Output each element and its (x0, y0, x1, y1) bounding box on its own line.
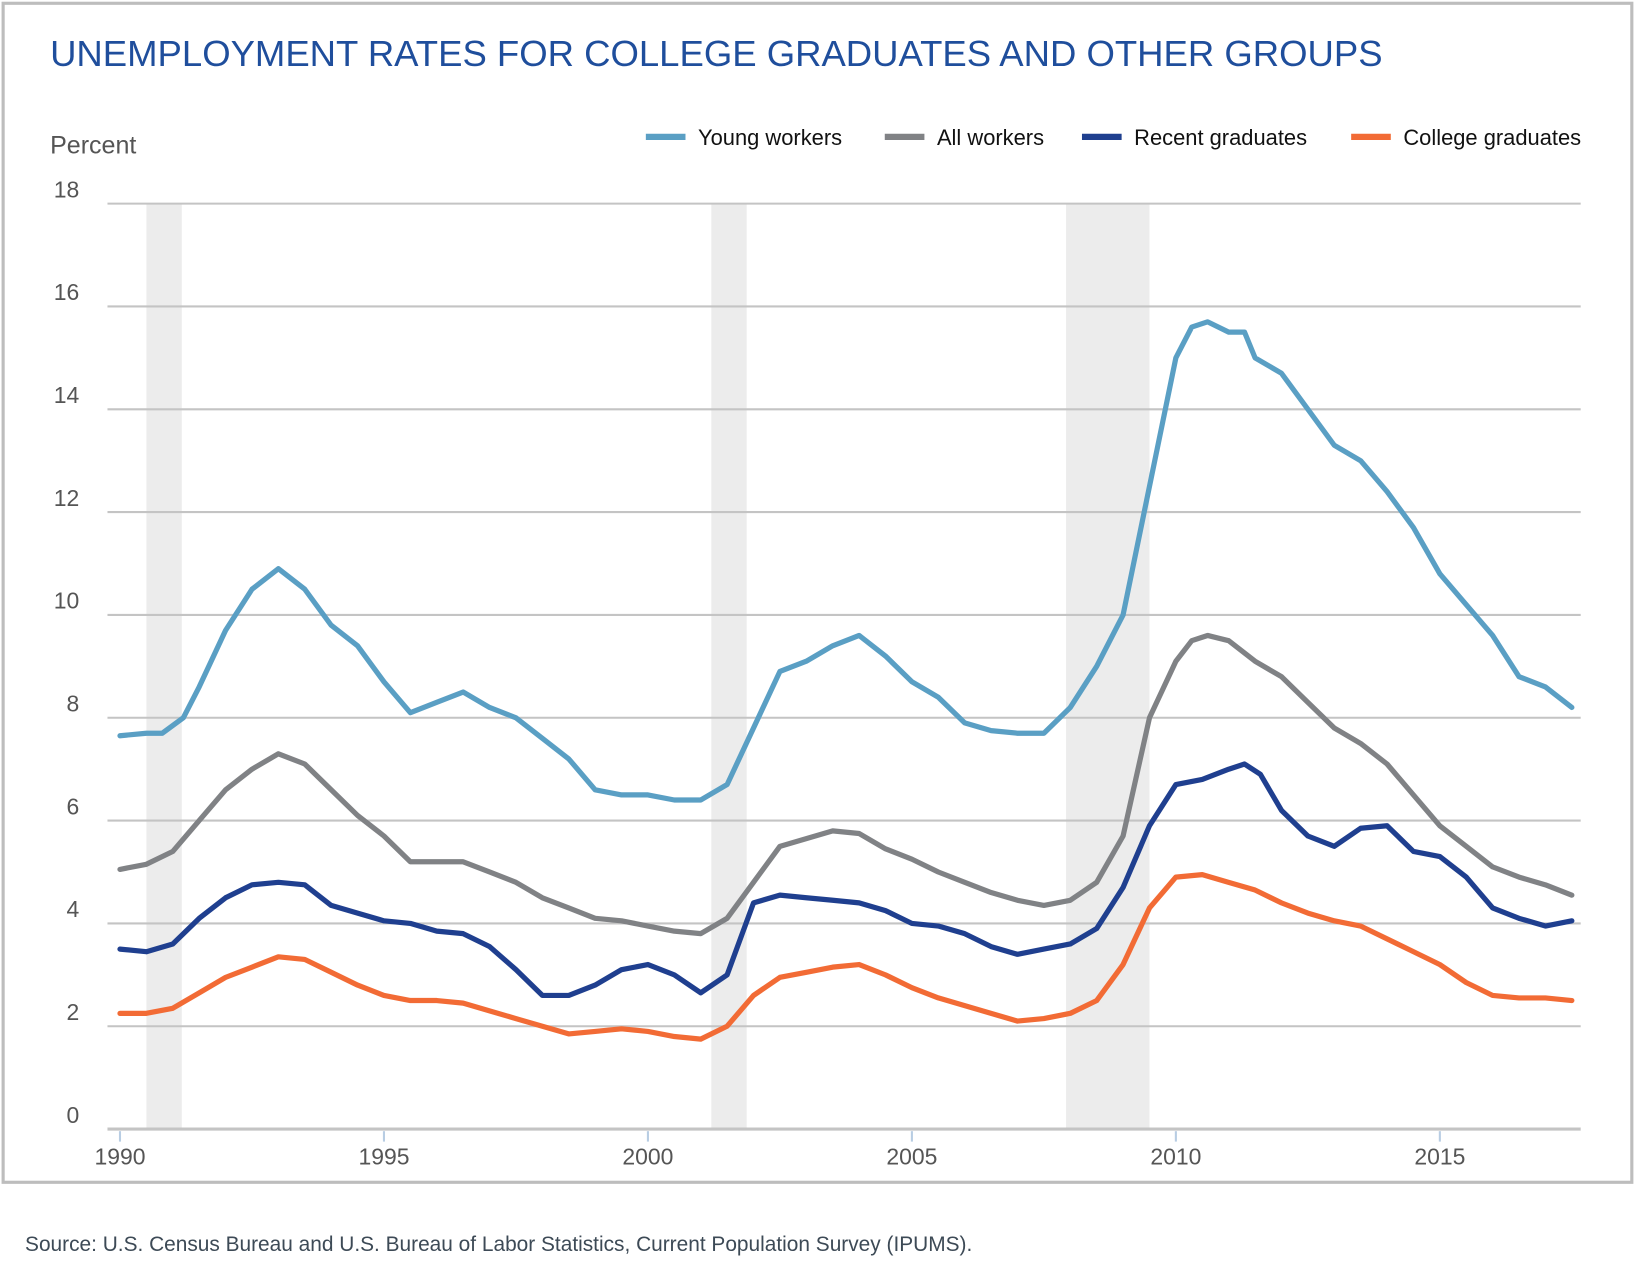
series-lines (117, 319, 1575, 1042)
legend-label: Young workers (698, 125, 842, 150)
y-tick-label: 16 (54, 279, 80, 305)
y-tick-label: 6 (67, 793, 80, 819)
series-line-college-graduates (117, 871, 1575, 1042)
recession-band (146, 203, 182, 1130)
source-note: Source: U.S. Census Bureau and U.S. Bure… (25, 1233, 972, 1256)
x-tick-label: 1995 (358, 1144, 409, 1170)
x-tick-label: 2010 (1150, 1144, 1201, 1170)
y-tick-label: 14 (54, 382, 80, 408)
gridlines: 0 2 4 6 8 10 12 14 16 18 1990 1995 2000 2005 2010 2015 (54, 176, 1581, 1170)
y-tick-label: 2 (67, 999, 80, 1025)
legend-label: All workers (937, 125, 1044, 150)
legend-label: College graduates (1403, 125, 1581, 150)
x-tick-label: 2000 (622, 1144, 673, 1170)
recession-band (711, 203, 747, 1130)
recession-bands (146, 203, 1150, 1130)
x-tick-label: 2005 (886, 1144, 937, 1170)
x-tick-label: 2015 (1414, 1144, 1465, 1170)
x-tick-label: 1990 (94, 1144, 145, 1170)
y-tick-label: 10 (54, 588, 80, 614)
y-tick-label: 8 (67, 690, 80, 716)
chart-title: UNEMPLOYMENT RATES FOR COLLEGE GRADUATES… (50, 33, 1382, 74)
y-axis-label: Percent (50, 132, 136, 160)
series-line-recent-graduates (117, 761, 1575, 999)
legend-label: Recent graduates (1134, 125, 1307, 150)
legend: Young workers All workers Recent graduates… (645, 125, 1581, 150)
y-tick-label: 4 (67, 896, 80, 922)
y-tick-label: 0 (67, 1102, 80, 1128)
recession-band (1066, 203, 1150, 1130)
y-tick-label: 12 (54, 485, 80, 511)
series-line-all-workers (117, 632, 1575, 937)
chart-frame (1, 1, 1634, 1184)
y-tick-label: 18 (54, 176, 80, 202)
series-line-young-workers (117, 319, 1575, 803)
